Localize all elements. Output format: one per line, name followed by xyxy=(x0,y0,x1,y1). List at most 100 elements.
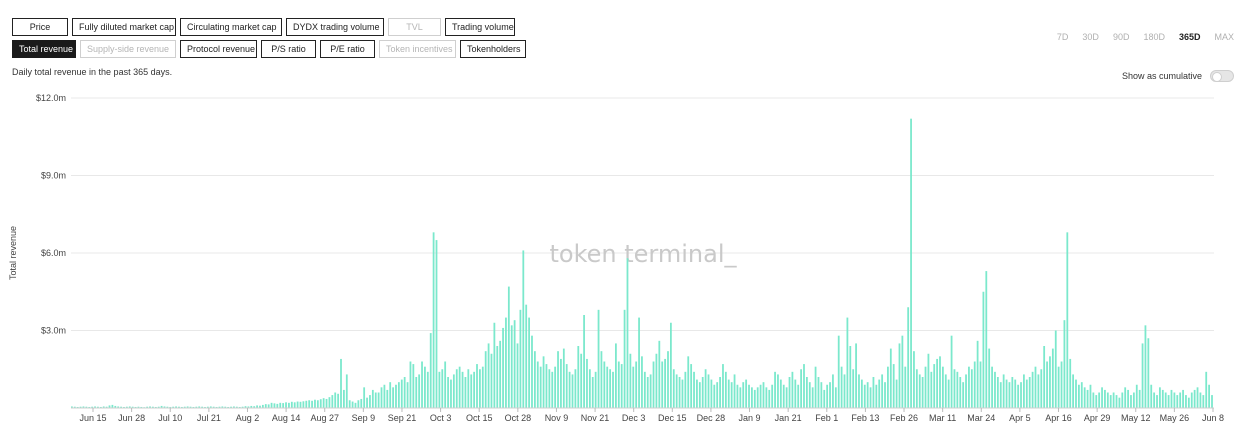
bar xyxy=(794,379,797,408)
bar xyxy=(623,309,626,408)
time-range-selector: 7D 30D 90D 180D 365D MAX xyxy=(1057,32,1234,42)
bar xyxy=(169,406,172,408)
bar xyxy=(1037,374,1040,408)
bar xyxy=(1170,389,1173,408)
x-tick-label: Feb 13 xyxy=(851,413,879,423)
bar xyxy=(123,406,125,408)
bar xyxy=(1205,371,1208,408)
bar xyxy=(785,387,788,408)
metric-tabs-row-1: Price Fully diluted market cap Circulating… xyxy=(12,18,515,36)
bar xyxy=(669,322,672,408)
tab-protocol-revenue[interactable]: Protocol revenue xyxy=(180,40,257,58)
bar xyxy=(227,406,230,408)
bar xyxy=(791,371,794,408)
range-180d[interactable]: 180D xyxy=(1143,32,1165,42)
cumulative-toggle[interactable] xyxy=(1210,70,1234,82)
bar xyxy=(392,387,394,408)
bar xyxy=(979,361,982,408)
x-tick-label: Oct 15 xyxy=(466,413,493,423)
bar xyxy=(296,401,299,408)
bar xyxy=(664,358,666,408)
tab-token-incentives[interactable]: Token incentives xyxy=(379,40,456,58)
bar xyxy=(1086,389,1089,408)
bar xyxy=(719,377,721,408)
bar xyxy=(273,403,276,408)
tab-trading-volume[interactable]: Trading volume xyxy=(445,18,515,36)
bar xyxy=(137,406,140,408)
tab-dydx-trading-volume[interactable]: DYDX trading volume xyxy=(286,18,384,36)
bar xyxy=(1049,356,1051,408)
bar xyxy=(308,400,311,408)
range-365d[interactable]: 365D xyxy=(1178,32,1201,42)
bar xyxy=(125,406,128,408)
bar xyxy=(186,406,189,408)
bar xyxy=(276,403,279,408)
x-tick-label: Dec 15 xyxy=(658,413,687,423)
bar xyxy=(826,384,829,408)
bar xyxy=(724,371,727,408)
x-tick-label: Sep 9 xyxy=(352,413,376,423)
bar xyxy=(438,371,441,408)
bar xyxy=(172,406,175,408)
bar xyxy=(832,374,834,408)
bar xyxy=(536,361,539,408)
bar xyxy=(1002,374,1005,408)
bar xyxy=(936,358,938,408)
bar xyxy=(1083,387,1086,408)
y-tick-label: $3.0m xyxy=(41,326,66,336)
range-max[interactable]: MAX xyxy=(1214,32,1234,42)
bar xyxy=(629,353,632,408)
x-axis-ticks: Jun 15 Jun 28 Jul 10 Jul 21 Aug 2 Aug 14 Aug 2… xyxy=(79,408,1224,423)
range-7d[interactable]: 7D xyxy=(1056,32,1069,42)
range-30d[interactable]: 30D xyxy=(1082,32,1099,42)
bar xyxy=(1147,338,1150,408)
bar xyxy=(594,371,597,408)
tab-p-s-ratio[interactable]: P/S ratio xyxy=(261,40,316,58)
tab-price[interactable]: Price xyxy=(12,18,68,36)
tab-supply-side-revenue[interactable]: Supply-side revenue xyxy=(80,40,176,58)
tab-p-e-ratio[interactable]: P/E ratio xyxy=(320,40,375,58)
bar xyxy=(253,406,256,408)
tab-fully-diluted-market-cap[interactable]: Fully diluted market cap xyxy=(72,18,176,36)
bar xyxy=(609,369,612,408)
bar xyxy=(872,377,875,408)
bar xyxy=(889,348,892,408)
bar xyxy=(299,401,302,408)
x-tick-label: Mar 11 xyxy=(929,413,956,423)
bar xyxy=(820,382,823,408)
tab-tvl[interactable]: TVL xyxy=(388,18,441,36)
bar xyxy=(684,371,687,408)
bar xyxy=(360,398,363,408)
bar xyxy=(108,405,111,408)
bar xyxy=(991,366,993,408)
tab-total-revenue[interactable]: Total revenue xyxy=(12,40,76,58)
cumulative-toggle-group: Show as cumulative xyxy=(1122,70,1234,82)
bar xyxy=(198,406,201,408)
bar xyxy=(805,377,808,408)
bar xyxy=(476,364,478,408)
bar xyxy=(658,340,661,408)
bar xyxy=(285,402,287,408)
bar xyxy=(1187,397,1190,408)
bar xyxy=(1080,382,1083,408)
x-tick-label: Jun 28 xyxy=(118,413,145,423)
bar xyxy=(230,406,232,408)
bar xyxy=(635,361,638,408)
bar xyxy=(973,361,976,408)
tab-tokenholders[interactable]: Tokenholders xyxy=(460,40,526,58)
bar xyxy=(1130,395,1132,408)
bar xyxy=(727,379,730,408)
bar xyxy=(1202,395,1205,408)
range-90d[interactable]: 90D xyxy=(1112,32,1130,42)
x-tick-label: Oct 28 xyxy=(505,413,532,423)
bar xyxy=(548,369,551,408)
bar xyxy=(554,366,557,408)
x-tick-label: Jan 21 xyxy=(775,413,802,423)
bar xyxy=(1023,374,1025,408)
tab-circulating-market-cap[interactable]: Circulating market cap xyxy=(180,18,282,36)
bar xyxy=(672,369,675,408)
bar xyxy=(834,387,837,408)
bar xyxy=(887,366,889,408)
bar xyxy=(782,384,785,408)
bar xyxy=(1098,392,1101,408)
